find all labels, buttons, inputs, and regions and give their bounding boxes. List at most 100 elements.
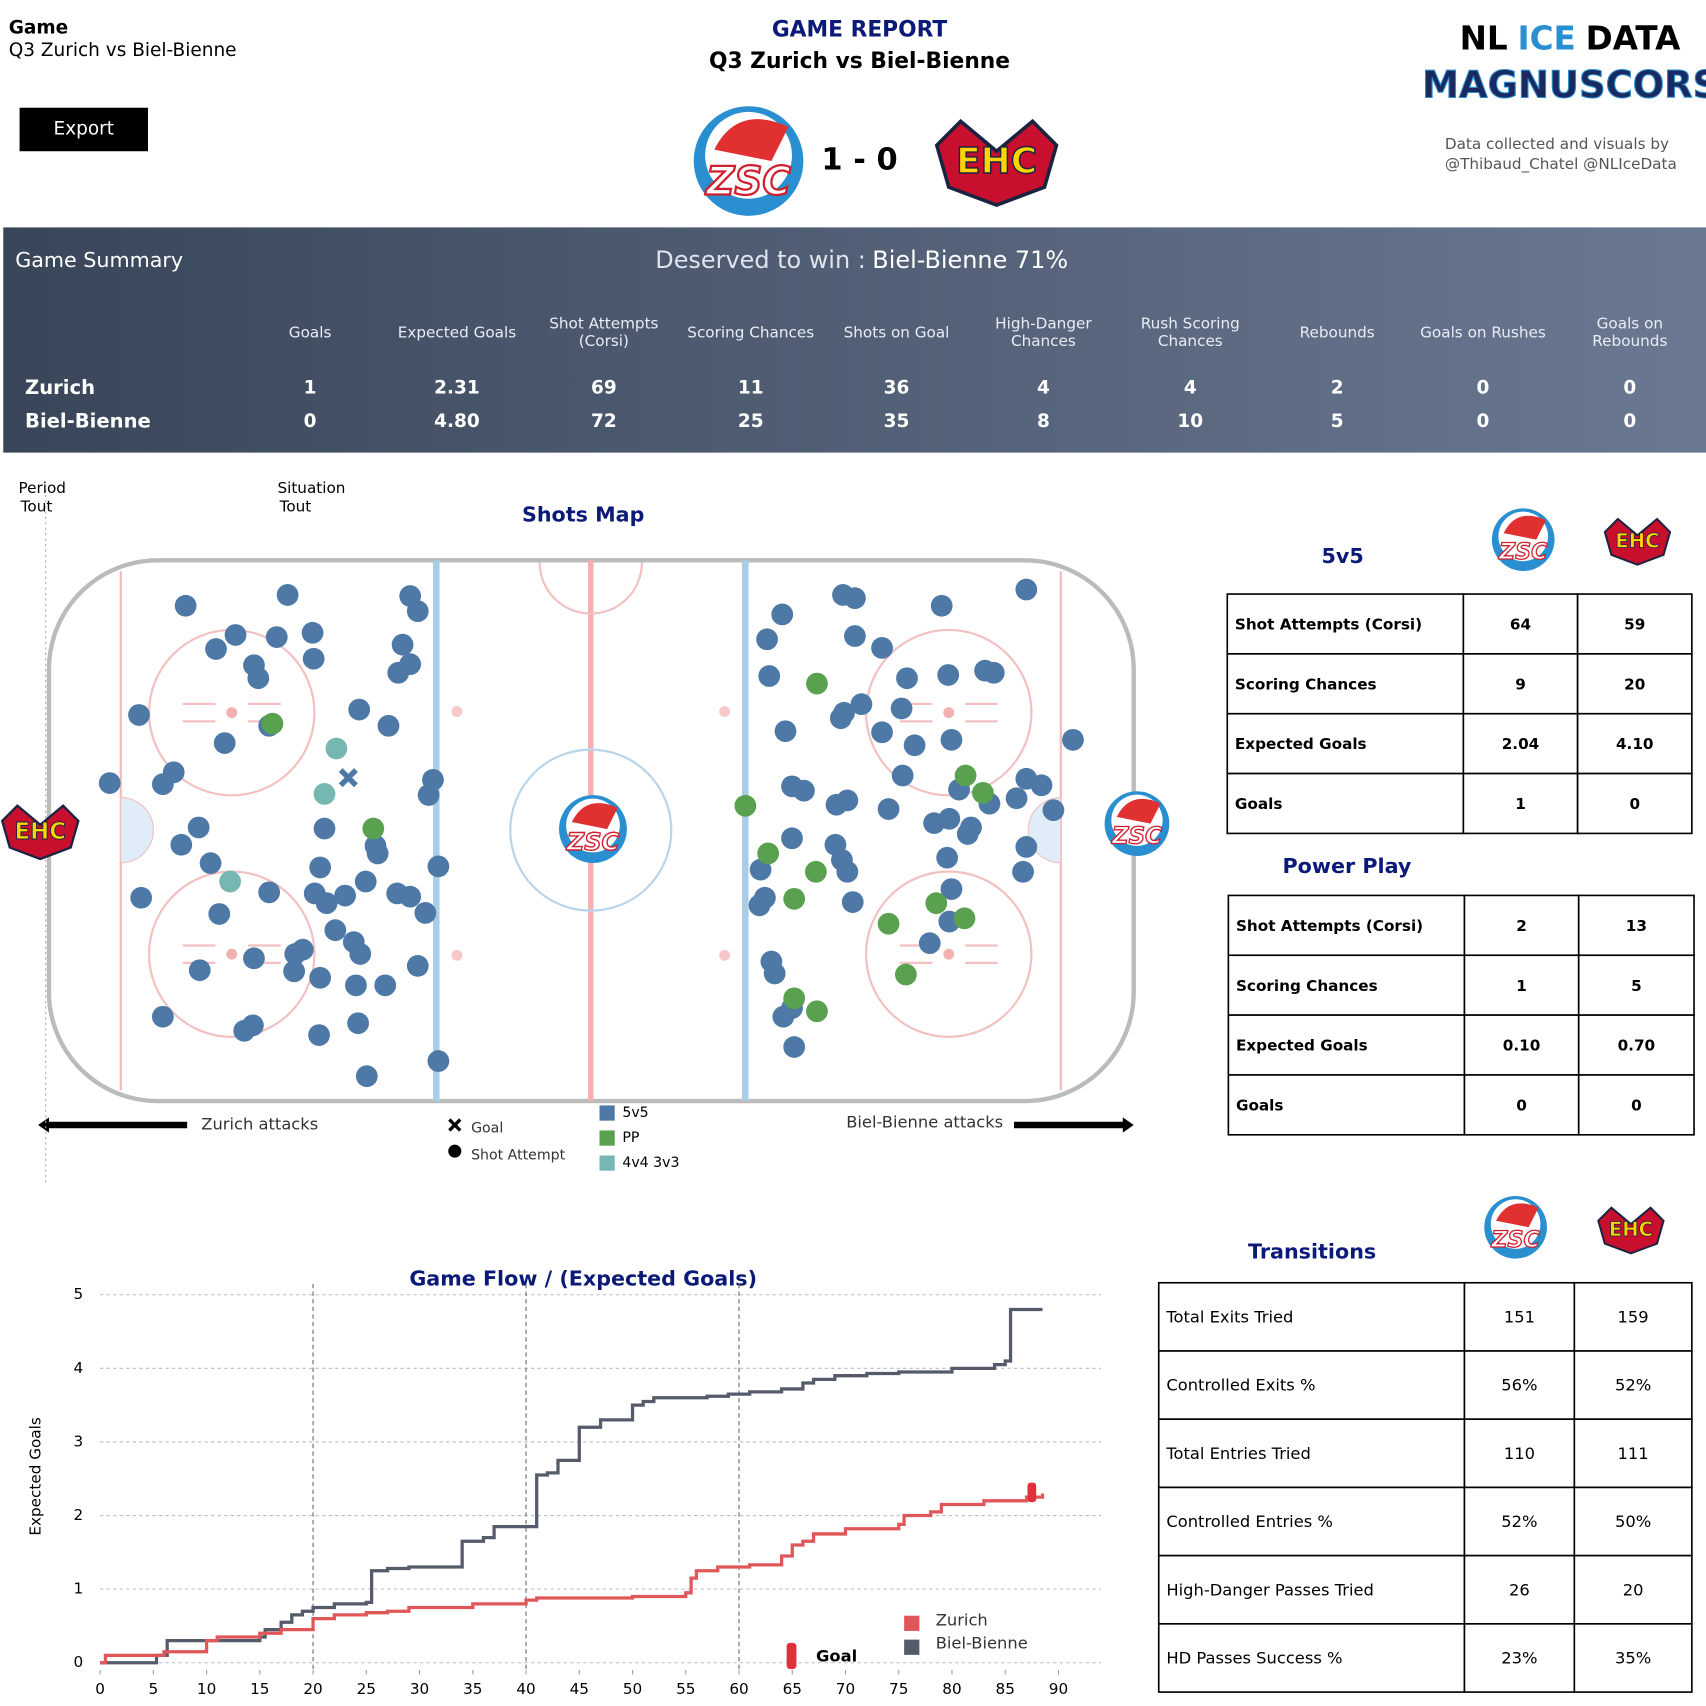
summary-value: 2.31 <box>434 377 480 398</box>
table-text: 9 <box>1515 675 1526 693</box>
faceoff-circle <box>864 870 1033 1038</box>
shot-dot <box>308 1024 330 1046</box>
report-subtitle: Q3 Zurich vs Biel-Bienne <box>709 49 1010 74</box>
summary-value: 10 <box>1177 411 1203 432</box>
x-tick-label: 20 <box>303 1680 322 1698</box>
x-tick-label: 90 <box>1049 1680 1068 1698</box>
summary-value: 1 <box>304 377 317 398</box>
table-text: 0.10 <box>1503 1037 1541 1055</box>
shot-dot <box>427 855 450 878</box>
table-cell <box>1463 1418 1576 1489</box>
summary-value: 8 <box>1037 411 1050 432</box>
table-cell <box>1576 653 1693 715</box>
summary-value: 4.80 <box>434 411 480 432</box>
table-text: 111 <box>1618 1444 1649 1463</box>
shot-dot <box>918 932 941 955</box>
shot-dot <box>427 1050 450 1072</box>
game-label: Game <box>9 17 68 38</box>
x-tick-label: 80 <box>942 1680 961 1698</box>
table-text: 52% <box>1615 1376 1651 1395</box>
shot-dot <box>309 966 332 989</box>
shot-dot <box>804 860 827 883</box>
y-tick-label: 2 <box>73 1506 83 1524</box>
table-text: Expected Goals <box>1236 1037 1368 1055</box>
shot-dot <box>877 798 900 820</box>
shot-dot <box>844 625 866 647</box>
brand-word: NL <box>1460 19 1508 57</box>
legend-label: 4v4 3v3 <box>622 1155 679 1171</box>
zsc-logo: ZSC <box>693 106 804 216</box>
y-tick-label: 3 <box>73 1432 83 1450</box>
shot-dot <box>895 963 917 986</box>
table-cell <box>1227 1074 1466 1136</box>
export-button[interactable]: Export <box>19 107 148 152</box>
table-text: 64 <box>1510 616 1531 634</box>
x-tick-label: 75 <box>889 1680 908 1698</box>
game-name: Q3 Zurich vs Biel-Bienne <box>9 40 237 61</box>
table-title: Transitions <box>1248 1239 1376 1263</box>
table-cell <box>1573 1554 1693 1625</box>
table-text: 4.10 <box>1616 735 1654 753</box>
shot-dot <box>151 1005 174 1028</box>
table-text: 110 <box>1504 1444 1535 1463</box>
shot-dot <box>871 637 893 659</box>
shot-dot <box>749 858 772 881</box>
legend-label: Biel-Bienne <box>936 1633 1028 1652</box>
shot-dot <box>891 764 914 787</box>
filter-value: Tout <box>279 498 312 516</box>
logo-mane <box>714 119 789 162</box>
zsc-logo: ZSC <box>559 795 627 864</box>
shot-dot <box>783 987 806 1010</box>
table-text: Total Entries Tried <box>1165 1444 1310 1463</box>
summary-value: 0 <box>1477 377 1490 398</box>
table-text: 20 <box>1623 1580 1644 1599</box>
goal-marker <box>1027 1482 1037 1503</box>
shot-dot <box>151 773 174 796</box>
table-text: 0 <box>1629 795 1640 813</box>
logo-shape <box>1603 517 1672 566</box>
shot-dot <box>414 902 437 924</box>
table-text: 26 <box>1509 1580 1530 1599</box>
shot-dot <box>362 817 385 840</box>
table-text: Controlled Entries % <box>1166 1512 1333 1531</box>
summary-value: 11 <box>738 377 764 398</box>
y-tick-label: 5 <box>73 1285 83 1303</box>
table-cell <box>1576 712 1693 775</box>
deserved: Deserved to win : Biel-Bienne 71% <box>655 246 1068 274</box>
table-text: Scoring Chances <box>1235 675 1377 693</box>
score: 1 - 0 <box>821 143 897 178</box>
table-cell <box>1576 772 1693 835</box>
shot-dot <box>265 626 288 648</box>
shot-dot <box>219 870 241 893</box>
legend-label: Zurich <box>936 1611 988 1630</box>
table-text: Scoring Chances <box>1236 977 1378 995</box>
table-cell <box>1462 653 1579 715</box>
shot-dot <box>313 817 336 840</box>
shot-dot <box>734 794 757 817</box>
x-tick-label: 45 <box>570 1680 589 1698</box>
faceoff-dot <box>226 707 238 719</box>
summary-value: 0 <box>1623 377 1636 398</box>
shot-dot <box>377 714 400 737</box>
shot-dot <box>283 960 305 983</box>
x-tick-label: 5 <box>148 1680 158 1698</box>
shot-dot <box>956 823 979 845</box>
shot-dot <box>1015 578 1038 601</box>
table-cell <box>1463 1014 1580 1076</box>
filter-label: Period <box>18 479 65 497</box>
table-cell <box>1157 1623 1466 1693</box>
table-cell <box>1577 1014 1695 1076</box>
zsc-logo: ZSC <box>1491 508 1555 571</box>
zsc-logo: ZSC <box>1104 791 1170 857</box>
table-cell <box>1573 1623 1693 1693</box>
table-cell <box>1157 1486 1466 1557</box>
shot-dot <box>850 693 873 716</box>
shot-dot <box>406 600 429 623</box>
shot-dot <box>188 959 211 982</box>
shot-dot <box>757 842 780 865</box>
table-cell <box>1463 894 1580 957</box>
table-text: 23% <box>1501 1649 1537 1668</box>
shot-dot <box>774 720 797 743</box>
table-text: 56% <box>1501 1376 1537 1395</box>
table-text: 1 <box>1515 795 1526 813</box>
